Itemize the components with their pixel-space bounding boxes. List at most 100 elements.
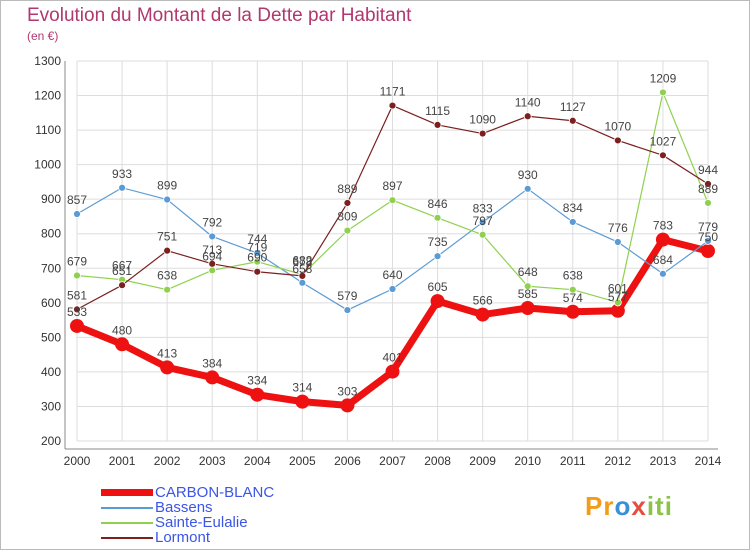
- chart-unit: (en €): [27, 29, 59, 43]
- x-tick-label: 2014: [695, 454, 722, 468]
- data-point: [433, 121, 442, 129]
- x-tick-label: 2000: [64, 454, 91, 468]
- data-label: 1027: [650, 134, 677, 148]
- data-point: [388, 196, 397, 205]
- data-label: 783: [653, 219, 673, 233]
- data-label: 314: [292, 381, 312, 395]
- data-label: 401: [382, 351, 402, 365]
- data-point: [659, 269, 667, 278]
- data-label: 846: [428, 197, 448, 211]
- y-tick-label: 500: [41, 330, 61, 344]
- x-tick-label: 2004: [244, 454, 271, 468]
- data-label: 579: [337, 289, 357, 303]
- data-label: 651: [112, 264, 132, 278]
- data-point: [659, 151, 667, 160]
- data-point: [613, 136, 622, 145]
- data-label: 897: [382, 179, 402, 193]
- data-label: 667: [112, 259, 132, 273]
- x-tick-label: 2007: [379, 454, 406, 468]
- data-label: 694: [202, 249, 222, 263]
- data-label: 751: [157, 230, 177, 244]
- data-label: 713: [202, 243, 222, 257]
- data-point: [523, 112, 532, 121]
- data-point: [610, 303, 625, 318]
- data-point: [433, 252, 442, 261]
- data-label: 899: [157, 179, 177, 193]
- data-point: [343, 199, 352, 207]
- x-tick-label: 2008: [424, 454, 451, 468]
- data-point: [253, 257, 262, 266]
- data-label: 933: [112, 167, 132, 181]
- y-tick-label: 1300: [34, 54, 61, 68]
- data-label: 834: [563, 201, 583, 215]
- data-point: [430, 294, 445, 309]
- data-point: [520, 301, 535, 315]
- data-label: 574: [563, 291, 583, 305]
- data-point: [475, 307, 490, 322]
- legend-item-sainte-eulalie: Sainte-Eulalie: [101, 515, 274, 530]
- data-label: 1070: [605, 119, 632, 133]
- data-point: [73, 210, 81, 218]
- data-point: [208, 266, 217, 275]
- data-point: [160, 360, 175, 375]
- data-point: [613, 238, 622, 246]
- legend-label: Bassens: [155, 499, 213, 516]
- data-point: [298, 271, 307, 280]
- x-tick-label: 2003: [199, 454, 226, 468]
- x-tick-label: 2005: [289, 454, 316, 468]
- data-label: 533: [67, 305, 87, 319]
- data-label: 566: [473, 294, 493, 308]
- data-point: [163, 246, 172, 255]
- data-point: [70, 318, 84, 333]
- x-tick-label: 2001: [109, 454, 136, 468]
- data-label: 638: [157, 269, 177, 283]
- x-tick-label: 2010: [514, 454, 541, 468]
- legend-swatch-sainte-eulalie: [101, 521, 153, 524]
- data-label: 1090: [469, 113, 496, 127]
- data-point: [388, 101, 397, 110]
- data-label: 1171: [380, 85, 406, 99]
- x-tick-label: 2013: [650, 454, 677, 468]
- x-tick-label: 2012: [605, 454, 632, 468]
- legend-swatch-carbon-blanc: [101, 489, 153, 496]
- legend-item-bassens: Bassens: [101, 500, 274, 515]
- data-label: 577: [608, 290, 628, 304]
- data-point: [523, 184, 532, 193]
- data-label: 719: [247, 241, 267, 255]
- y-tick-label: 1200: [34, 89, 61, 103]
- data-label: 679: [67, 255, 87, 269]
- data-label: 735: [428, 235, 448, 249]
- data-label: 1127: [560, 100, 586, 114]
- legend-item-carbon-blanc: CARBON-BLANC: [101, 485, 274, 500]
- data-label: 384: [202, 356, 222, 370]
- data-point: [115, 337, 130, 352]
- y-tick-label: 800: [41, 227, 61, 241]
- data-label: 809: [337, 210, 357, 224]
- y-tick-label: 600: [41, 296, 61, 310]
- data-label: 744: [247, 232, 267, 246]
- data-label: 833: [473, 201, 493, 215]
- data-point: [655, 232, 670, 247]
- data-point: [343, 306, 352, 314]
- data-label: 690: [247, 251, 267, 265]
- data-point: [298, 278, 307, 287]
- data-label: 792: [202, 215, 222, 229]
- x-tick-label: 2009: [469, 454, 496, 468]
- data-point: [340, 398, 355, 413]
- data-point: [478, 218, 487, 227]
- data-label: 1115: [425, 104, 450, 118]
- data-point: [73, 271, 81, 280]
- data-label: 889: [698, 182, 718, 196]
- data-point: [568, 218, 577, 226]
- data-label: 930: [518, 168, 538, 182]
- data-point: [523, 282, 532, 291]
- data-label: 1140: [515, 95, 541, 109]
- x-tick-label: 2002: [154, 454, 181, 468]
- x-tick-label: 2011: [560, 454, 586, 468]
- data-label: 1209: [650, 71, 677, 85]
- data-point: [163, 195, 172, 204]
- data-point: [704, 180, 712, 188]
- y-tick-label: 1000: [34, 158, 61, 172]
- y-tick-label: 900: [41, 192, 61, 206]
